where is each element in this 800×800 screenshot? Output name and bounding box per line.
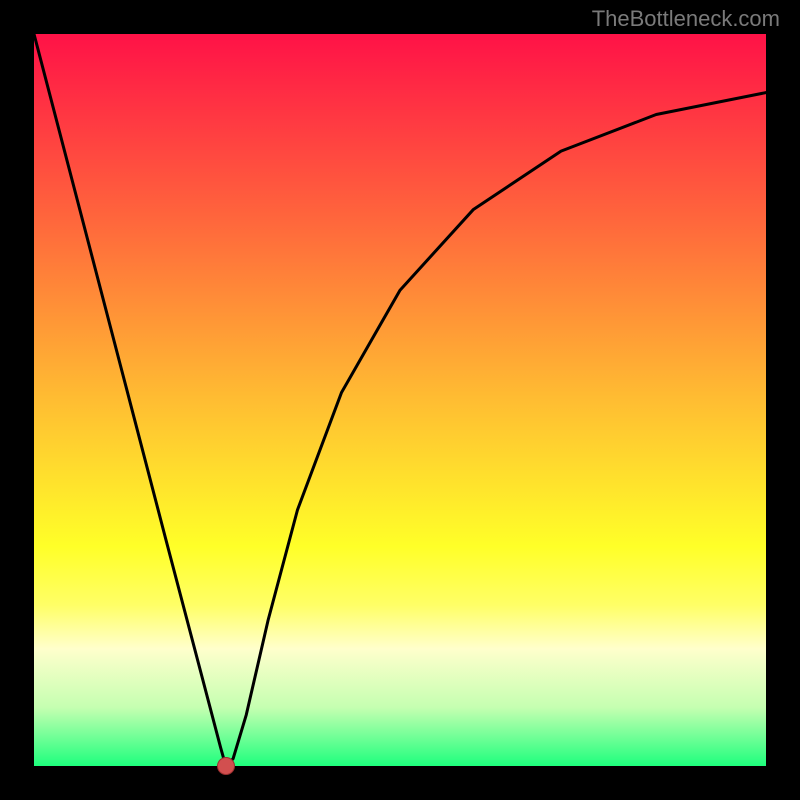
curve-path <box>34 34 766 766</box>
bottleneck-curve <box>34 34 766 766</box>
optimal-point-marker <box>217 757 235 775</box>
plot-area <box>34 34 766 766</box>
chart-frame: TheBottleneck.com <box>0 0 800 800</box>
source-caption: TheBottleneck.com <box>592 6 780 32</box>
